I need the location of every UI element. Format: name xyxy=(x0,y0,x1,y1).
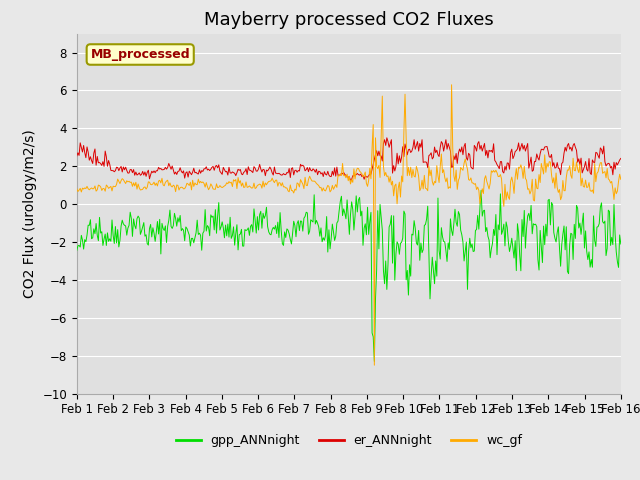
Title: Mayberry processed CO2 Fluxes: Mayberry processed CO2 Fluxes xyxy=(204,11,493,29)
Legend: gpp_ANNnight, er_ANNnight, wc_gf: gpp_ANNnight, er_ANNnight, wc_gf xyxy=(171,429,527,452)
Y-axis label: CO2 Flux (urology/m2/s): CO2 Flux (urology/m2/s) xyxy=(23,129,36,298)
Text: MB_processed: MB_processed xyxy=(90,48,190,61)
